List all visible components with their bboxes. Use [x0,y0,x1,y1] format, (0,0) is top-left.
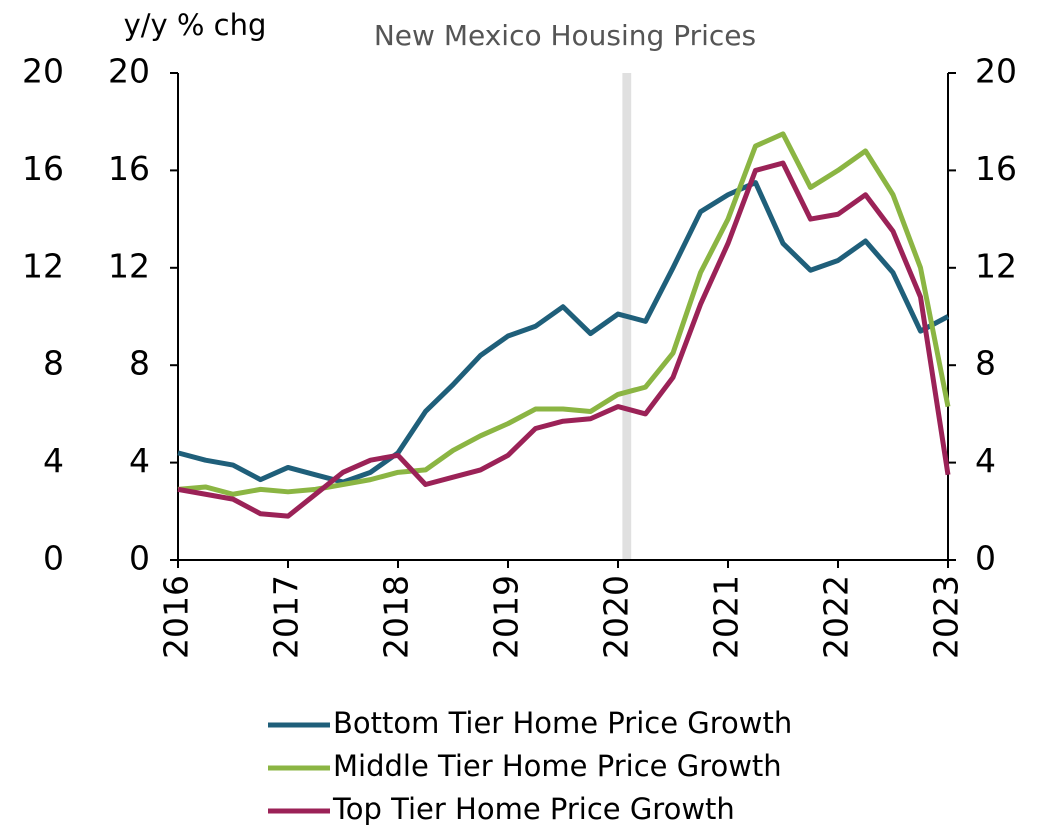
legend-label: Bottom Tier Home Price Growth [333,706,792,740]
y-tick-label-outer: 12 [22,246,64,285]
x-tick-label: 2021 [707,575,746,659]
y-tick-label: 4 [129,441,150,480]
y-tick-label-outer: 16 [22,149,64,188]
series-line [177,131,951,497]
y2-tick-label: 8 [975,344,996,383]
y-tick-label-outer: 8 [43,344,64,383]
y2-tick-label: 0 [975,539,996,578]
y2-tick-label: 16 [975,149,1017,188]
x-tick-label: 2019 [487,575,526,659]
y-tick-label-outer: 4 [43,441,64,480]
y-tick-label: 20 [108,52,150,91]
x-tick-label: 2018 [377,575,416,659]
y2-tick-label: 4 [975,441,996,480]
chart-title: New Mexico Housing Prices [374,19,756,52]
y-axis-label: y/y % chg [124,8,267,42]
x-tick-label: 2023 [927,575,966,659]
x-tick-label: 2017 [267,575,306,659]
x-tick-label: 2020 [597,575,636,659]
series-line [177,180,950,485]
y2-tick-label: 20 [975,52,1017,91]
legend-label: Middle Tier Home Price Growth [333,749,782,783]
y-tick-label-outer: 0 [43,539,64,578]
x-tick-label: 2022 [817,575,856,659]
series-line [177,160,951,519]
y-tick-label: 8 [129,344,150,383]
y-tick-label: 12 [108,246,150,285]
x-tick-label: 2016 [157,575,196,659]
y-tick-label: 16 [108,149,150,188]
legend-label: Top Tier Home Price Growth [332,792,735,826]
y-tick-label: 0 [129,539,150,578]
y2-tick-label: 12 [975,246,1017,285]
y-tick-label-outer: 20 [22,52,64,91]
